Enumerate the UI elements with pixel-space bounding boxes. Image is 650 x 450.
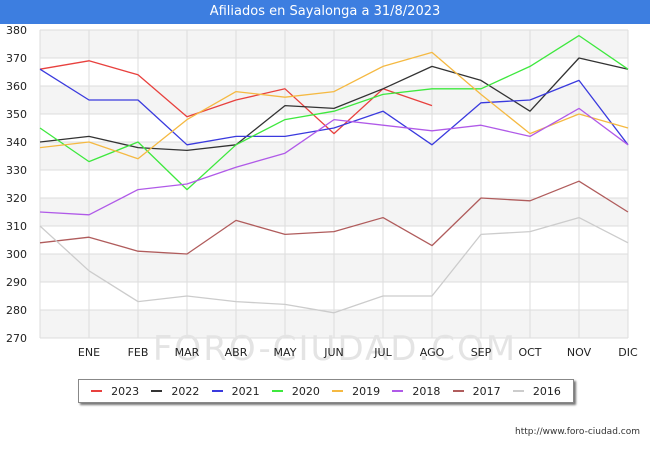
legend-swatch: [211, 390, 223, 392]
legend-label: 2022: [171, 384, 200, 398]
legend-swatch: [151, 390, 163, 392]
legend-swatch: [392, 390, 404, 392]
legend-item-2017: 2017: [452, 384, 501, 398]
y-tick-label: 330: [6, 164, 27, 177]
x-tick-label: AGO: [420, 346, 445, 359]
series-line-2021: [39, 68, 629, 146]
series-line-2016: [39, 216, 629, 314]
legend-label: 2020: [291, 384, 320, 398]
legend-item-2020: 2020: [271, 384, 320, 398]
legend-label: 2019: [352, 384, 381, 398]
series-line-2017: [39, 180, 629, 255]
legend-swatch: [332, 390, 344, 392]
legend-item-2023: 2023: [91, 385, 139, 398]
x-tick-label: NOV: [567, 346, 592, 359]
legend-swatch: [452, 390, 464, 392]
y-tick-label: 350: [6, 108, 27, 121]
x-tick-label: MAR: [175, 346, 200, 359]
x-axis: ENE FEB MAR ABR MAY JUN JUL AGO SEP OCT NOV DIC: [78, 346, 638, 359]
series-line-2023: [39, 60, 433, 135]
legend-label: 2017: [472, 384, 501, 398]
series-line-2018: [39, 107, 629, 216]
y-tick-label: 380: [6, 24, 27, 37]
watermark: FORO-CIUDAD.COM: [153, 329, 517, 369]
legend-item-2022: 2022: [151, 385, 199, 398]
series-line-2019: [39, 51, 629, 160]
x-tick-label: FEB: [128, 346, 149, 359]
x-tick-label: MAY: [274, 346, 297, 359]
legend-label: 2021: [231, 384, 260, 398]
series-line-2022: [39, 57, 629, 152]
y-axis: 270 280 290 300 310 320 330 340 350 360 370 380: [6, 24, 27, 345]
legend-swatch: [91, 390, 103, 392]
legend-swatch: [512, 390, 524, 392]
series-line-2020: [39, 34, 629, 191]
x-tick-label: ABR: [225, 346, 248, 359]
legend-item-2016: 2016: [512, 384, 561, 398]
legend-label: 2018: [412, 384, 441, 398]
y-tick-label: 290: [6, 276, 27, 289]
y-tick-label: 270: [6, 332, 27, 345]
source-credit: http://www.foro-ciudad.com: [515, 427, 640, 437]
legend-item-2019: 2019: [332, 385, 380, 398]
legend-label: 2023: [111, 384, 140, 398]
legend-label: 2016: [532, 384, 561, 398]
x-tick-label: SEP: [471, 346, 492, 359]
x-tick-label: JUL: [373, 346, 392, 359]
y-tick-label: 370: [6, 52, 27, 65]
y-tick-label: 310: [6, 220, 27, 233]
y-tick-label: 360: [6, 80, 27, 93]
legend-item-2021: 2021: [211, 384, 260, 398]
chart-title: Afiliados en Sayalonga a 31/8/2023: [0, 0, 650, 24]
x-tick-label: OCT: [518, 346, 541, 359]
x-tick-label: JUN: [323, 346, 344, 359]
y-tick-label: 340: [6, 136, 27, 149]
legend: 2023 2022 2021 2020 2019 2018 2017 2016: [78, 379, 574, 403]
y-tick-label: 320: [6, 192, 27, 205]
series-lines: [39, 34, 629, 314]
y-tick-label: 300: [6, 248, 27, 261]
x-tick-label: DIC: [618, 346, 638, 359]
legend-swatch: [271, 390, 283, 392]
legend-item-2018: 2018: [392, 385, 440, 398]
y-tick-label: 280: [6, 304, 27, 317]
x-tick-label: ENE: [78, 346, 100, 359]
